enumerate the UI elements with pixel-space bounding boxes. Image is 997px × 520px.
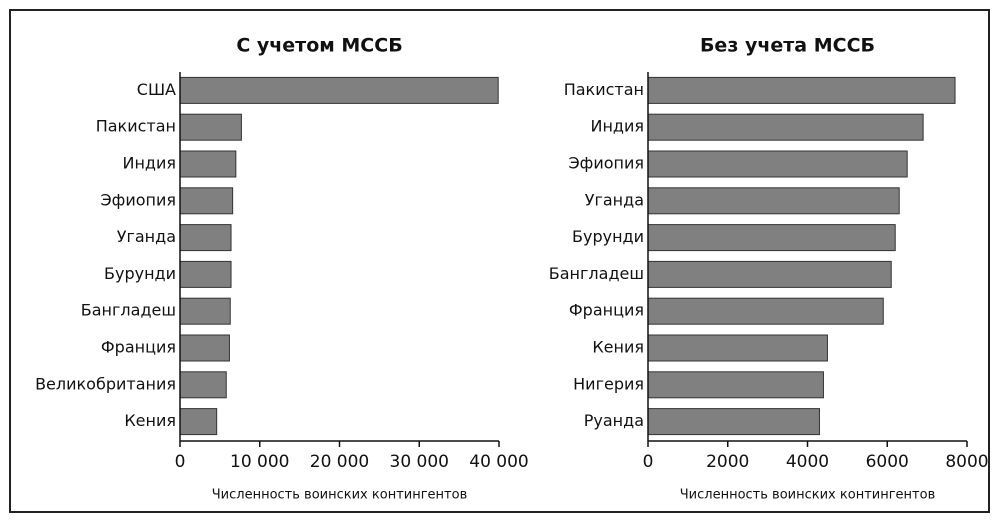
category-label: США	[137, 80, 176, 99]
bar	[179, 76, 499, 104]
category-label: Бурунди	[572, 227, 644, 246]
chart-title: С учетом МССБ	[236, 35, 402, 57]
category-label: Франция	[101, 338, 176, 357]
category-label: Руанда	[584, 411, 644, 430]
bar	[179, 187, 234, 215]
category-label: Индия	[590, 117, 644, 136]
category-label: Пакистан	[564, 80, 644, 99]
category-label: Эфиопия	[568, 154, 644, 173]
bar	[647, 408, 820, 436]
bar	[179, 113, 242, 141]
category-label: Кения	[592, 338, 644, 357]
bar	[179, 150, 237, 178]
bar	[647, 334, 828, 362]
x-tick-label: 20 000	[310, 452, 369, 472]
bar	[179, 371, 227, 399]
bar	[179, 297, 231, 325]
bar	[647, 224, 896, 252]
category-label: Индия	[122, 154, 176, 173]
category-label: Кения	[124, 411, 176, 430]
category-label: Уганда	[117, 227, 176, 246]
x-tick-label: 8000	[945, 452, 988, 472]
category-label: Франция	[569, 301, 644, 320]
bar	[179, 334, 230, 362]
bar	[179, 260, 232, 288]
bar	[647, 76, 956, 104]
bar	[647, 371, 824, 399]
category-label: Уганда	[585, 190, 644, 209]
bar	[647, 150, 908, 178]
x-axis-label: Численность воинских контингентов	[212, 488, 467, 503]
category-label: Эфиопия	[100, 190, 176, 209]
x-tick-label: 40 000	[469, 452, 528, 472]
chart-title: Без учета МССБ	[700, 35, 875, 57]
x-axis-label: Численность воинских контингентов	[680, 488, 935, 503]
x-tick-label: 6000	[866, 452, 909, 472]
x-tick-label: 0	[175, 452, 186, 472]
bar	[179, 408, 218, 436]
bar	[647, 113, 924, 141]
category-label: Бангладеш	[81, 301, 176, 320]
bar	[179, 224, 232, 252]
x-tick-label: 10 000	[230, 452, 289, 472]
bar	[647, 297, 884, 325]
category-label: Бурунди	[104, 264, 176, 283]
bar	[647, 187, 900, 215]
x-tick-label: 4000	[786, 452, 829, 472]
category-label: Бангладеш	[549, 264, 644, 283]
x-tick-label: 0	[643, 452, 654, 472]
category-label: Нигерия	[573, 374, 644, 393]
bar	[647, 260, 892, 288]
category-label: Великобритания	[35, 374, 176, 393]
category-label: Пакистан	[96, 117, 176, 136]
x-tick-label: 2000	[706, 452, 749, 472]
x-tick-label: 30 000	[390, 452, 449, 472]
